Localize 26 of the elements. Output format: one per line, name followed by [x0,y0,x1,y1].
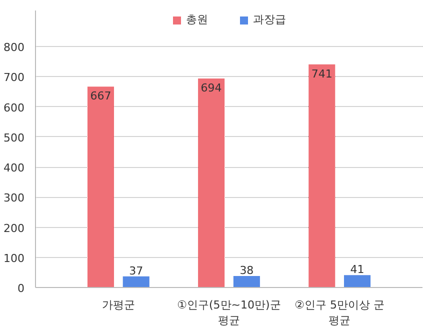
y-tick-label: 100 [4,252,25,265]
x-tick-label: 가평군 [102,298,135,312]
y-tick-label: 400 [4,162,25,175]
x-tick-label: ①인구(5만~10만)군 평균 [177,298,281,328]
bar [198,78,225,288]
y-tick-label: 300 [4,192,25,205]
data-label: 667 [90,90,112,103]
y-tick-label: 500 [4,131,25,144]
data-label: 41 [350,263,364,276]
bar [233,276,260,288]
y-tick-label: 800 [4,41,25,54]
legend-label: 총원 [186,12,208,27]
y-tick-label: 200 [4,222,25,235]
bar [308,64,336,288]
legend-label: 과장급 [253,12,286,27]
data-label: 741 [311,67,332,80]
data-label: 37 [129,264,144,278]
data-label: 38 [240,264,254,278]
data-label: 694 [200,82,222,95]
bar [344,275,371,288]
y-tick-label: 0 [18,282,24,295]
bar [87,86,114,288]
y-tick-label: 700 [4,71,25,84]
x-tick-label: ②인구 5만이상 군 평균 [294,298,385,328]
y-tick-label: 600 [4,101,25,114]
bar [122,276,150,288]
